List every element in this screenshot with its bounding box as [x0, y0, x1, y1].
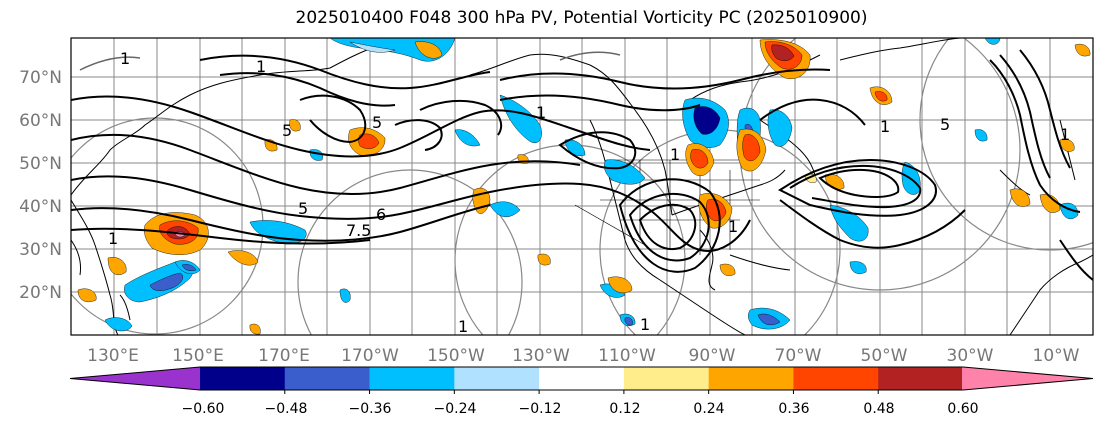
contour-label: 1	[256, 57, 266, 76]
pv-contours-gray	[79, 51, 621, 71]
colorbar-tick-label: −0.24	[434, 401, 477, 417]
longitude-label: 150°W	[427, 346, 485, 366]
latitude-label: 40°N	[19, 197, 62, 217]
latitude-label: 60°N	[19, 111, 62, 131]
colorbar-cell	[539, 367, 625, 390]
contour-label: 5	[282, 121, 292, 140]
colorbar-cell	[708, 367, 794, 390]
colorbar-tick-label: 0.36	[778, 401, 809, 417]
positive-anomalies	[77, 39, 1091, 335]
longitude-axis: 130°E 150°E 170°E 170°W 150°W 130°W 110°…	[87, 346, 1080, 366]
contour-label: 5	[298, 199, 308, 218]
contour-label: 1	[1060, 125, 1070, 144]
colorbar-cell	[200, 367, 286, 390]
colorbar-cell	[284, 367, 371, 390]
colorbar-cell	[369, 367, 455, 390]
contour-label: 1	[728, 217, 738, 236]
longitude-label: 150°E	[172, 346, 224, 366]
colorbar-cell	[793, 367, 879, 390]
latitude-label: 20°N	[19, 283, 62, 303]
colorbar-tick-label: 0.48	[863, 401, 894, 417]
longitude-label: 30°W	[947, 346, 994, 366]
colorbar-tick-label: 0.60	[947, 401, 978, 417]
colorbar-tick-label: 0.12	[609, 401, 640, 417]
contour-label: 1	[120, 49, 130, 68]
longitude-label: 50°W	[861, 346, 908, 366]
contour-label: 1	[108, 229, 118, 248]
colorbar-cell	[623, 367, 710, 390]
colorbar-tick-labels: −0.60 −0.48 −0.36 −0.24 −0.12 0.12 0.24 …	[182, 401, 979, 417]
colorbar-cells	[69, 366, 1094, 394]
colorbar-tick-label: −0.36	[349, 401, 392, 417]
colorbar-cell	[878, 367, 964, 390]
colorbar-outline	[69, 366, 1094, 391]
latitude-label: 70°N	[19, 68, 62, 88]
map-title: 2025010400 F048 300 hPa PV, Potential Vo…	[295, 8, 868, 28]
colorbar-extend-low	[70, 367, 201, 390]
colorbar-tick-label: −0.48	[265, 401, 308, 417]
longitude-label: 10°W	[1033, 346, 1080, 366]
colorbar-extend-high	[962, 367, 1093, 390]
map-frame	[70, 37, 1094, 336]
longitude-label: 130°W	[512, 346, 570, 366]
colorbar-tick-label: 0.24	[693, 401, 724, 417]
longitude-label: 110°W	[598, 346, 656, 366]
longitude-label: 90°W	[689, 346, 736, 366]
contour-label: 1	[880, 117, 890, 136]
contour-label: 7.5	[346, 221, 371, 240]
contour-labels: 1 1 1 1 1 1 1 1 1 5 5 5 5 6 7.5 1	[108, 49, 1070, 336]
contour-label: 1	[640, 315, 650, 334]
longitude-label: 70°W	[775, 346, 822, 366]
longitude-label: 130°E	[87, 346, 139, 366]
colorbar-tick-label: −0.60	[182, 401, 225, 417]
longitude-label: 170°W	[341, 346, 399, 366]
contour-label: 5	[940, 115, 950, 134]
latitude-axis: 70°N 60°N 50°N 40°N 30°N 20°N	[19, 68, 62, 303]
longitude-label: 170°E	[258, 346, 310, 366]
contour-label: 1	[670, 145, 680, 164]
colorbar-cell	[454, 367, 540, 390]
contour-label: 6	[376, 205, 386, 224]
latitude-label: 50°N	[19, 154, 62, 174]
pv-contours	[71, 49, 1093, 281]
latitude-label: 30°N	[19, 240, 62, 260]
contour-label: 5	[372, 113, 382, 132]
contour-label: 1	[458, 317, 468, 336]
colorbar-tick-label: −0.12	[519, 401, 562, 417]
contour-label: 1	[536, 103, 546, 122]
